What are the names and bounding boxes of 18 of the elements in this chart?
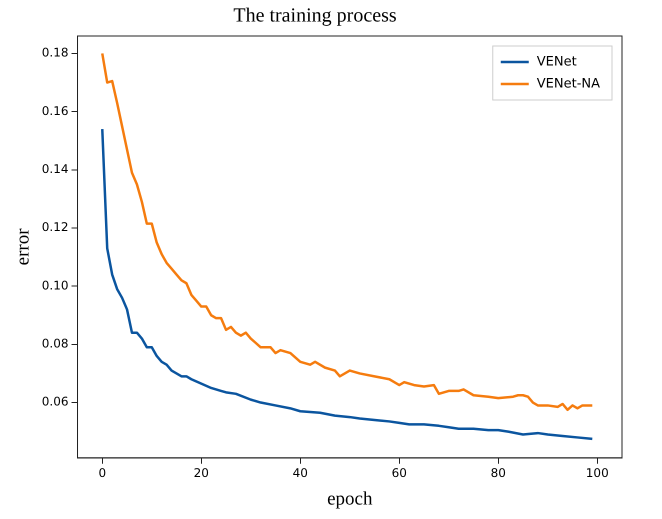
x-tick-label: 0 <box>98 466 106 480</box>
x-tick-label: 100 <box>586 466 609 480</box>
x-tick-label: 80 <box>490 466 506 480</box>
y-tick-label: 0.16 <box>42 104 69 118</box>
y-tick-label: 0.14 <box>42 162 69 176</box>
legend-label: VENet <box>536 54 577 70</box>
x-axis-title: epoch <box>327 488 373 510</box>
y-tick-label: 0.06 <box>42 394 69 409</box>
y-axis-title: error <box>12 228 34 266</box>
x-tick-label: 60 <box>392 466 407 480</box>
y-tick-label: 0.12 <box>42 220 69 234</box>
y-tick-label: 0.10 <box>42 278 69 292</box>
y-tick-label: 0.08 <box>42 336 69 350</box>
x-tick-label: 40 <box>292 466 308 480</box>
x-tick-label: 20 <box>194 466 209 480</box>
legend-label: VENet-NA <box>536 76 600 92</box>
y-tick-label: 0.18 <box>42 46 69 60</box>
chart-title: The training process <box>233 4 397 26</box>
